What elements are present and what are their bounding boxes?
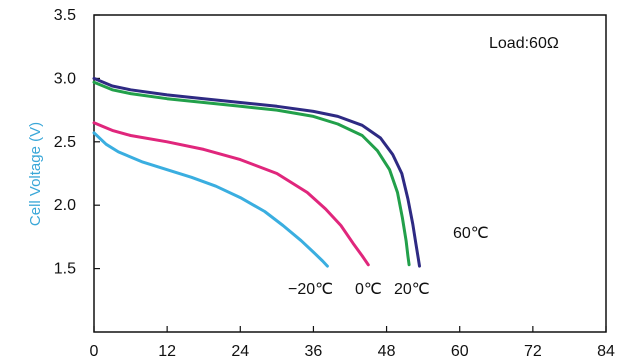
x-tick-label: 36 <box>305 343 323 360</box>
x-tick-label: 12 <box>158 343 176 360</box>
x-tick-label: 60 <box>451 343 469 360</box>
series-lines <box>92 76 421 268</box>
series-label-20c: 20℃ <box>394 281 430 298</box>
series-label-0c: 0℃ <box>355 281 382 298</box>
load-annotation: Load:60Ω <box>489 35 559 52</box>
series-line-2 <box>92 121 370 267</box>
series-line-1 <box>92 80 411 267</box>
y-tick-label: 3.0 <box>54 70 76 87</box>
x-tick-label: 84 <box>597 343 615 360</box>
x-tick-label: 24 <box>231 343 249 360</box>
y-tick-label: 3.5 <box>54 7 76 24</box>
plot-frame <box>93 14 607 333</box>
y-axis-ticks: 1.5 2.0 2.5 3.0 3.5 <box>54 7 100 278</box>
y-axis-label: Cell Voltage (V) <box>27 122 44 226</box>
x-tick-label: 0 <box>90 343 99 360</box>
series-line-0 <box>92 76 421 268</box>
y-tick-label: 2.5 <box>54 134 76 151</box>
y-tick-label: 2.0 <box>54 197 76 214</box>
x-tick-label: 72 <box>524 343 542 360</box>
x-tick-label: 48 <box>378 343 396 360</box>
series-line-3 <box>92 131 329 268</box>
series-label-minus20c: −20℃ <box>288 281 333 298</box>
series-label-60c: 60℃ <box>453 225 489 242</box>
x-axis-ticks: 0 12 24 36 48 60 72 84 <box>90 326 615 360</box>
y-tick-label: 1.5 <box>54 261 76 278</box>
